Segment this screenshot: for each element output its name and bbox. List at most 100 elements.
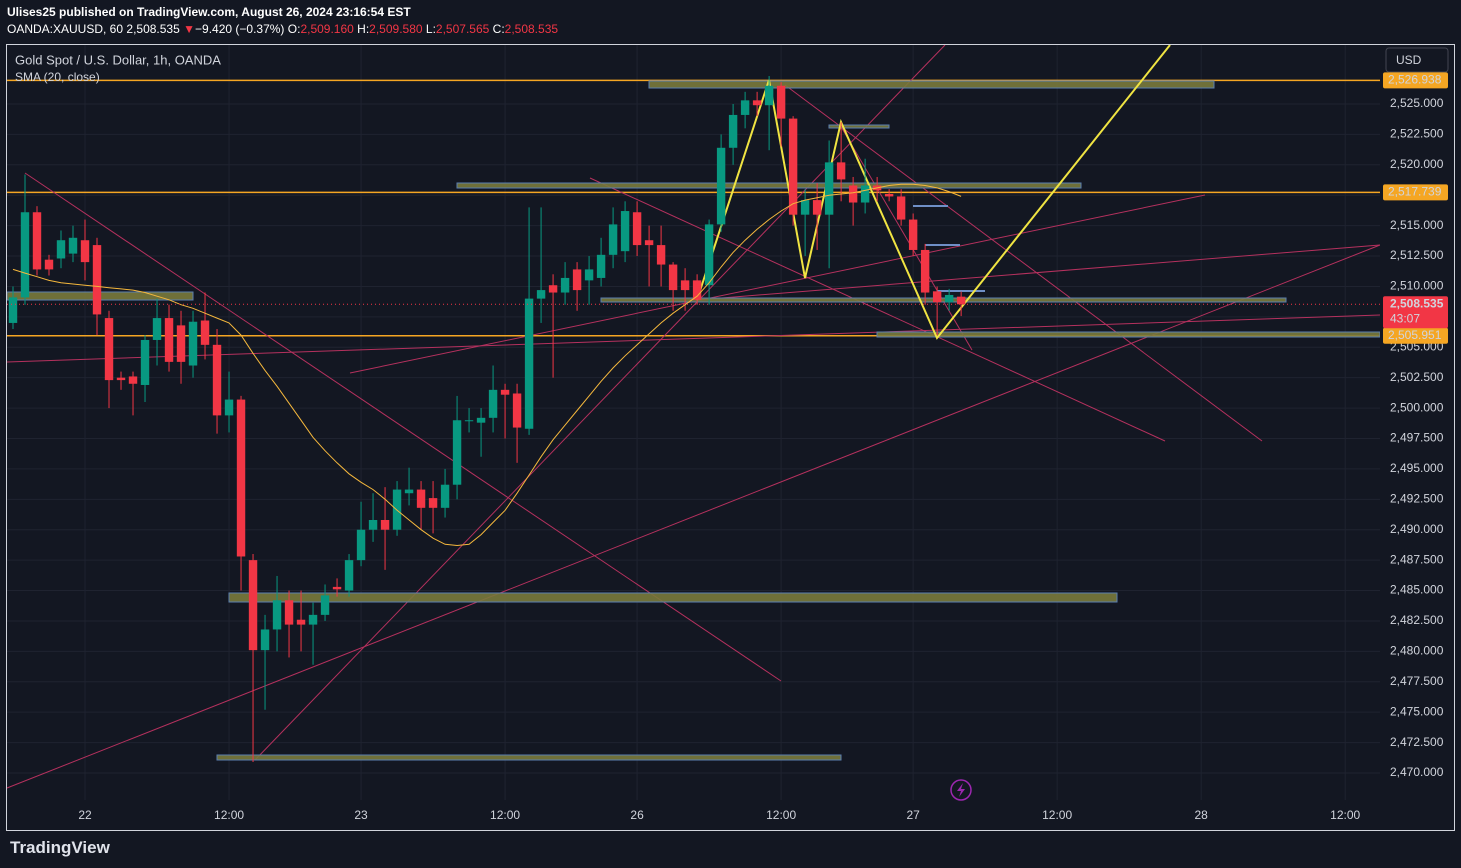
countdown: 43:07 [1390,311,1420,325]
candle-body [332,586,342,590]
candle-body [248,560,258,651]
marks-layer [7,76,1380,763]
x-tick-label: 12:00 [490,808,520,822]
x-tick-label: 12:00 [214,808,244,822]
candle-body [740,100,750,115]
x-tick-label: 12:00 [1042,808,1072,822]
trend-line [349,194,1206,374]
candle-body [308,614,318,625]
level-label: 2,517.739 [1388,184,1442,198]
candle-body [608,224,618,255]
y-tick-label: 2,485.000 [1390,583,1444,597]
candle-body [800,200,810,215]
candle-body [272,600,282,630]
zone [876,331,1381,338]
candle-body [104,318,114,381]
candle-body [176,325,186,362]
candle-body [140,339,150,385]
header: Ulises25 published on TradingView.com, A… [7,4,558,38]
last: 2,508.535 [126,22,180,36]
candle-body [572,269,582,291]
zone [648,80,1215,89]
y-tick-label: 2,475.000 [1390,704,1444,718]
candle-body [716,147,726,225]
level-label-box [1383,72,1448,89]
x-tick-label: 28 [1194,808,1208,822]
brand: TradingView [10,838,110,857]
y-tick-label: 2,480.000 [1390,644,1444,658]
low: 2,507.565 [435,22,490,36]
y-tick-label: 2,490.000 [1390,522,1444,536]
drawings [6,44,1381,789]
candle-body [368,519,378,530]
candle-body [68,237,78,254]
candle-body [80,240,90,263]
level-label-box [1383,184,1448,201]
x-tick-label: 22 [78,808,92,822]
o-label: O: [287,22,301,36]
pattern-line [696,44,1171,340]
candle-body [464,420,474,422]
candle-body [488,389,498,418]
y-tick-label: 2,487.500 [1390,552,1444,566]
last-price-box [1383,296,1448,329]
y-tick-label: 2,502.500 [1390,370,1444,384]
h-label: H: [357,22,370,36]
trend-line [696,244,1381,301]
candle-body [548,285,558,293]
x-tick-label: 27 [906,808,920,822]
zone [216,754,842,761]
close: 2,508.535 [504,22,559,36]
level-label-box [1383,327,1448,344]
zone [600,297,1287,303]
axis-layer: 2,470.000 2,472.500 2,475.000 2,477.500 2,48… [78,96,1443,822]
y-tick-label: 2,500.000 [1390,400,1444,414]
candle-body [344,560,354,591]
legend-entry: SMA (20, close) [15,70,100,84]
event-icon[interactable] [950,779,972,801]
candle-body [692,280,702,300]
level-label: 2,526.938 [1388,73,1442,87]
x-tick-label: 12:00 [1330,808,1360,822]
candle-body [224,399,234,416]
y-tick-label: 2,482.500 [1390,613,1444,627]
trend-line [6,244,1381,789]
candle-body [788,118,798,215]
candle-body [404,489,414,494]
candle-body [776,85,786,119]
event-icon-bolt [957,783,965,797]
candle-body [476,417,486,423]
candle-body [56,240,66,259]
trend-line [6,314,1381,363]
candle-body [824,162,834,215]
y-tick-label: 2,477.500 [1390,674,1444,688]
candle-body [440,484,450,508]
candle-body [920,249,930,293]
symbol: OANDA:XAUUSD, 60 [7,22,124,36]
candle-body [212,344,222,416]
candle-body [452,420,462,485]
candle-body [680,280,690,291]
y-tick-label: 2,515.000 [1390,218,1444,232]
candle-body [704,224,714,286]
y-tick-label: 2,525.000 [1390,96,1444,110]
candle-body [836,162,846,180]
y-tick-label: 2,512.500 [1390,248,1444,262]
change: −9.420 (−0.37%) [195,22,285,36]
candle-body [152,318,162,340]
candle-body [752,100,762,106]
y-tick-label: 2,495.000 [1390,461,1444,475]
candle-body [896,196,906,220]
candle-body [428,498,438,508]
y-tick-label: 2,492.500 [1390,491,1444,505]
zone [828,124,890,129]
candle-body [884,194,894,197]
high: 2,509.580 [369,22,423,36]
x-tick-label: 26 [630,808,644,822]
y-tick-label: 2,522.500 [1390,127,1444,141]
candle-body [128,376,138,384]
price-axis-bg [1380,45,1455,830]
candle-body [584,269,594,281]
candle-body [92,245,102,315]
candle-body [932,291,942,303]
